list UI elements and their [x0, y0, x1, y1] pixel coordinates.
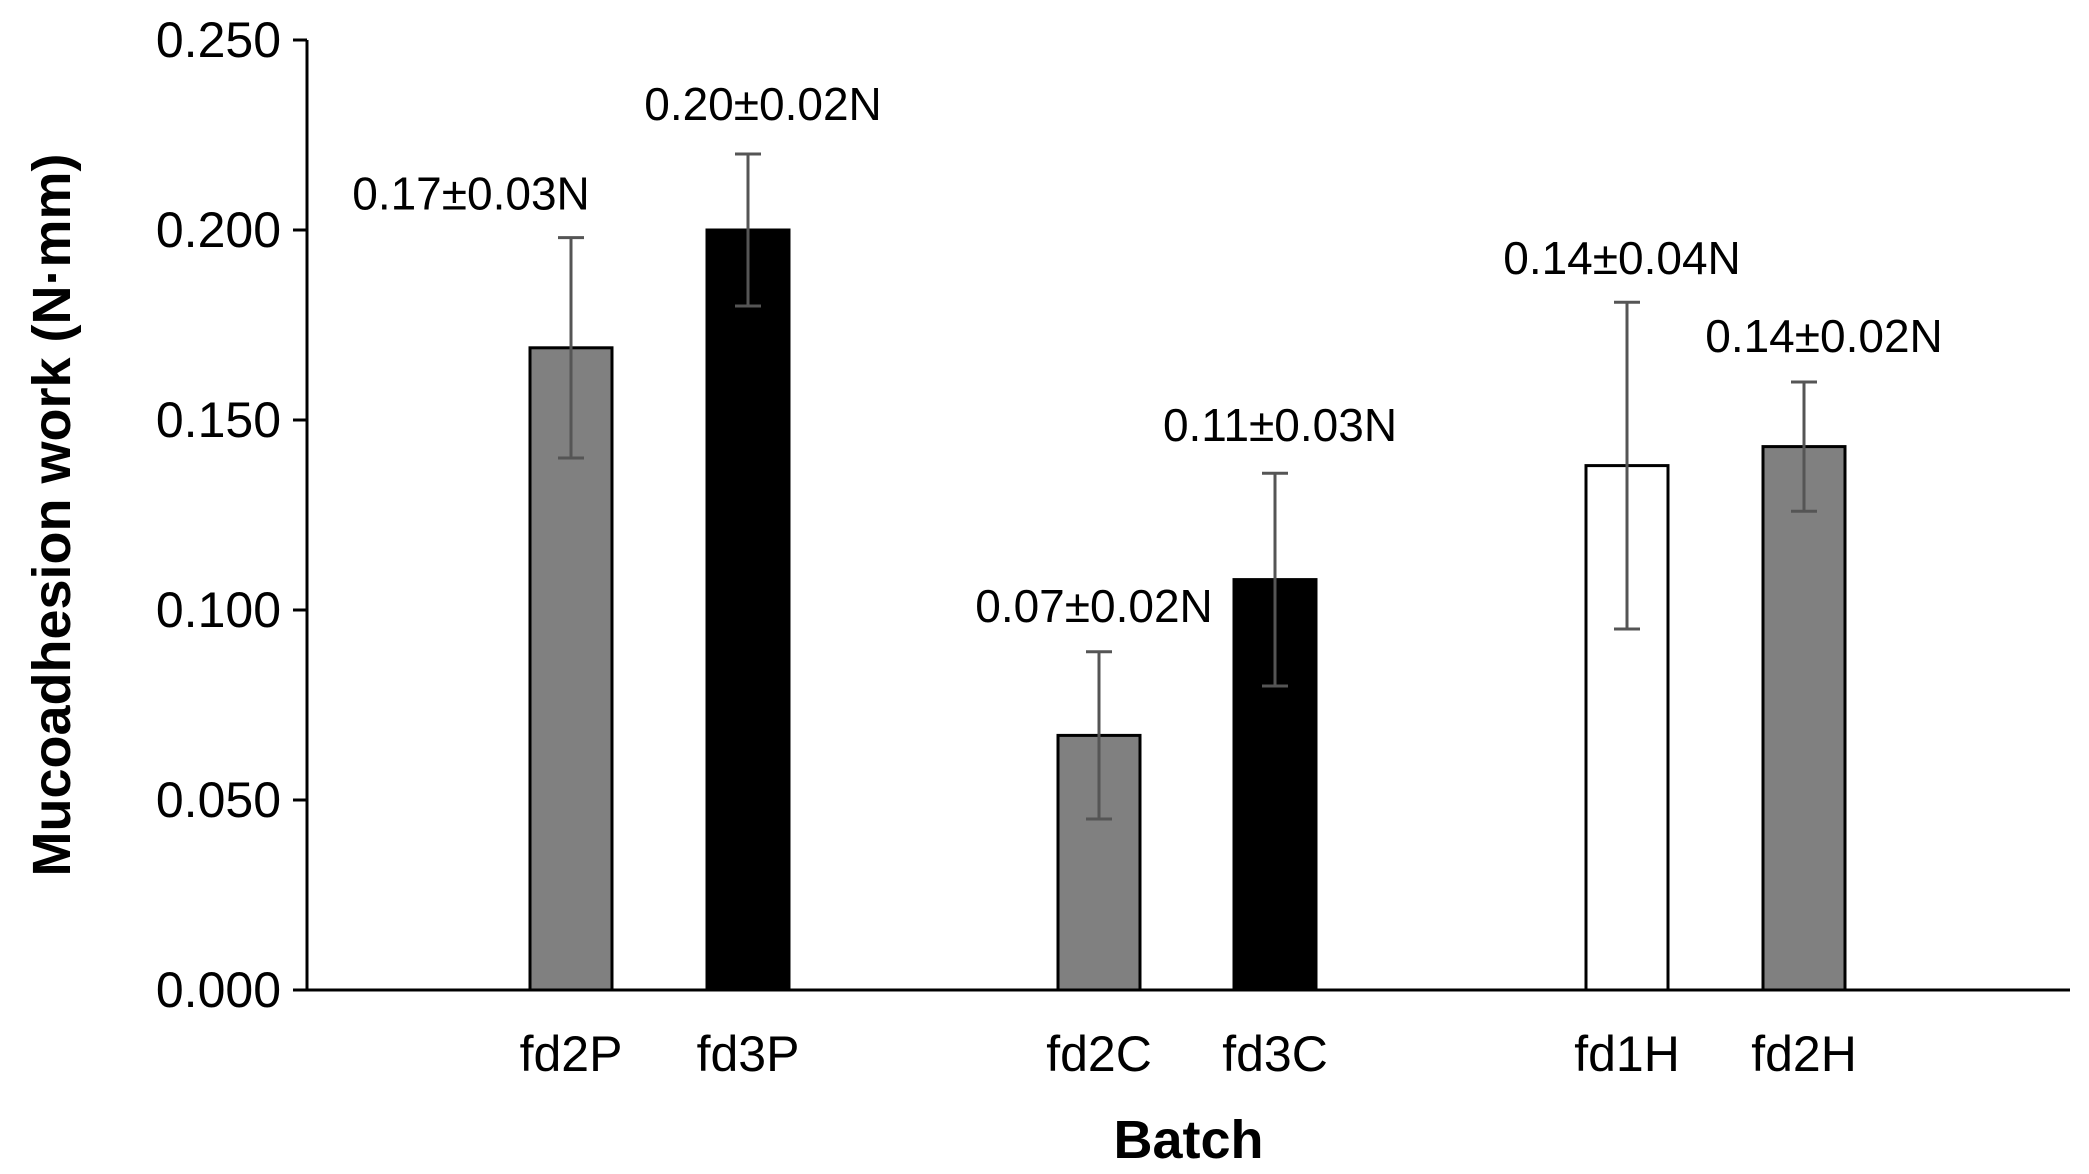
bar-fd2H: [1761, 445, 1847, 992]
category-label-fd3C: fd3C: [1222, 1026, 1328, 1082]
category-label-fd2C: fd2C: [1046, 1026, 1152, 1082]
x-axis-title: Batch: [1113, 1110, 1263, 1170]
data-label-fd3C: 0.11±0.03N: [1163, 399, 1397, 451]
bar-fd3P: [705, 228, 791, 992]
data-label-fd3P: 0.20±0.02N: [644, 78, 882, 130]
category-label-fd2H: fd2H: [1751, 1026, 1857, 1082]
y-tick-label: 0.250: [156, 12, 281, 68]
y-tick-label: 0.100: [156, 582, 281, 638]
y-axis-ticks: 0.000 0.050 0.100 0.150 0.200 0.250: [156, 12, 307, 1018]
data-label-fd2P: 0.17±0.03N: [352, 168, 590, 220]
axes: [305, 40, 2070, 992]
y-tick-label: 0.000: [156, 962, 281, 1018]
y-tick-label: 0.050: [156, 772, 281, 828]
category-label-fd1H: fd1H: [1574, 1026, 1680, 1082]
data-label-fd2C: 0.07±0.02N: [975, 580, 1213, 632]
error-bars: [558, 152, 1817, 821]
y-tick-label: 0.150: [156, 392, 281, 448]
data-labels: 0.17±0.03N 0.20±0.02N 0.07±0.02N 0.11±0.03N…: [352, 78, 1943, 632]
category-label-fd2P: fd2P: [520, 1026, 623, 1082]
y-tick-label: 0.200: [156, 202, 281, 258]
category-label-fd3P: fd3P: [697, 1026, 800, 1082]
data-label-fd1H: 0.14±0.04N: [1503, 232, 1741, 284]
y-axis-title: Mucoadhesion work (N·mm): [22, 153, 82, 876]
x-axis-category-labels: fd2P fd3P fd2C fd3C fd1H fd2H: [520, 1026, 1857, 1082]
data-label-fd2H: 0.14±0.02N: [1705, 310, 1943, 362]
